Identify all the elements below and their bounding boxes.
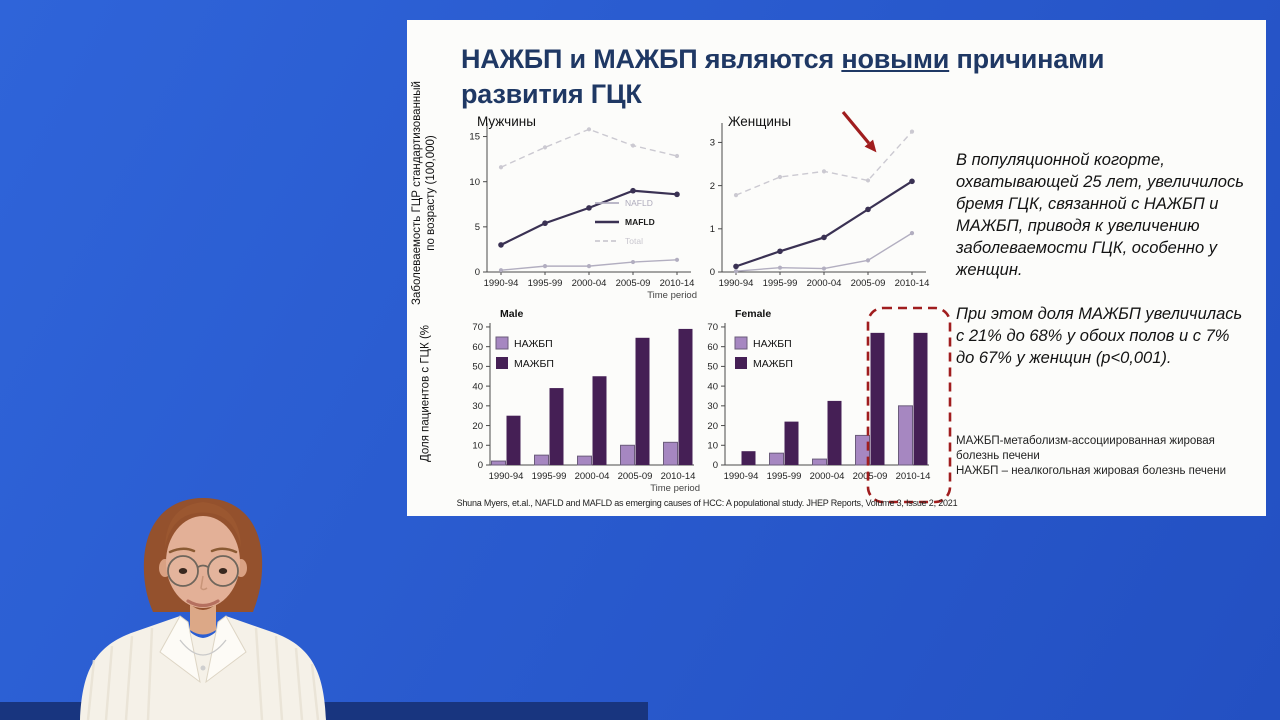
svg-text:2005-09: 2005-09 (853, 471, 888, 482)
svg-text:1995-99: 1995-99 (528, 278, 563, 289)
svg-text:40: 40 (707, 381, 718, 392)
svg-text:1995-99: 1995-99 (767, 471, 802, 482)
svg-text:Женщины: Женщины (728, 114, 791, 129)
slide-title-underlined: новыми (841, 44, 950, 74)
summary-paragraph-2: При этом доля МАЖБП увеличилась с 21% до… (956, 304, 1243, 367)
svg-text:2005-09: 2005-09 (851, 278, 886, 289)
svg-text:2000-04: 2000-04 (810, 471, 845, 482)
line-chart-men: 0 5 10 15 1990-94 1995-99 2000-04 2005-09 2010-1… (469, 114, 697, 301)
svg-text:Total: Total (625, 236, 643, 246)
svg-text:2010-14: 2010-14 (895, 278, 930, 289)
svg-text:1995-99: 1995-99 (532, 471, 567, 482)
svg-text:5: 5 (475, 222, 480, 233)
y-axis-label-incidence-line1: Заболеваемость ГЦР стандартизованный (411, 81, 423, 305)
slide-title: НАЖБП и МАЖБП являются новыми причинами … (461, 42, 1153, 112)
svg-text:2010-14: 2010-14 (660, 278, 695, 289)
svg-text:30: 30 (707, 401, 718, 412)
svg-text:1990-94: 1990-94 (484, 278, 519, 289)
presenter-webcam (80, 498, 326, 720)
svg-text:2005-09: 2005-09 (616, 278, 651, 289)
svg-text:15: 15 (469, 132, 480, 143)
svg-text:70: 70 (707, 322, 718, 333)
svg-text:0: 0 (478, 460, 483, 471)
svg-text:70: 70 (472, 322, 483, 333)
svg-text:40: 40 (472, 381, 483, 392)
svg-text:Male: Male (500, 308, 524, 320)
svg-text:20: 20 (707, 421, 718, 432)
summary-paragraph-1: В популяционной когорте, охватывающей 25… (956, 151, 1244, 279)
necklace-icon (179, 639, 227, 656)
svg-text:2000-04: 2000-04 (807, 278, 842, 289)
bar-chart-male: 0 10 20 30 40 50 60 70 1990-94 1995-99 2000-04 2005… (472, 308, 700, 494)
svg-text:2: 2 (710, 181, 715, 192)
svg-text:0: 0 (710, 267, 715, 278)
svg-text:1990-94: 1990-94 (724, 471, 759, 482)
svg-text:10: 10 (472, 440, 483, 451)
svg-text:20: 20 (472, 421, 483, 432)
svg-text:2010-14: 2010-14 (661, 471, 696, 482)
y-axis-label-incidence: Заболеваемость ГЦР стандартизованный по … (410, 53, 440, 333)
svg-text:60: 60 (472, 342, 483, 353)
svg-text:Time period: Time period (650, 483, 700, 494)
y-axis-label-incidence-line2: по возрасту (100,000) (425, 135, 438, 251)
presentation-slide: НАЖБП и МАЖБП являются новыми причинами … (407, 20, 1266, 516)
svg-text:0: 0 (475, 267, 480, 278)
svg-text:Мужчины: Мужчины (477, 114, 536, 129)
svg-text:60: 60 (707, 342, 718, 353)
svg-text:2000-04: 2000-04 (572, 278, 607, 289)
svg-text:2000-04: 2000-04 (575, 471, 610, 482)
svg-text:0: 0 (713, 460, 718, 471)
bar-chart-female: 0 10 20 30 40 50 60 70 1990-94 1995-99 2000-04 2005… (707, 306, 952, 504)
svg-text:НАЖБП: НАЖБП (753, 338, 792, 350)
svg-text:1990-94: 1990-94 (719, 278, 754, 289)
y-axis-label-proportion: Доля пациентов с ГЦК (% (419, 324, 432, 463)
svg-text:2010-14: 2010-14 (896, 471, 931, 482)
svg-text:1995-99: 1995-99 (763, 278, 798, 289)
svg-text:Time period: Time period (647, 290, 697, 301)
slide-title-pre: НАЖБП и МАЖБП являются (461, 44, 842, 74)
presenter-figure (80, 498, 326, 720)
svg-text:10: 10 (469, 177, 480, 188)
svg-text:10: 10 (707, 440, 718, 451)
svg-text:1990-94: 1990-94 (489, 471, 524, 482)
svg-text:3: 3 (710, 138, 715, 149)
footnote-mafld: МАЖБП-метаболизм-ассоциированная жировая… (956, 435, 1215, 462)
svg-text:50: 50 (472, 362, 483, 373)
summary-text: В популяционной когорте, охватывающей 25… (956, 150, 1252, 391)
svg-text:50: 50 (707, 362, 718, 373)
footnote-nafld: НАЖБП – неалкогольная жировая болезнь пе… (956, 464, 1227, 477)
svg-text:NAFLD: NAFLD (625, 198, 653, 208)
svg-text:MAFLD: MAFLD (625, 217, 655, 227)
svg-text:МАЖБП: МАЖБП (753, 358, 793, 370)
svg-text:1: 1 (710, 224, 715, 235)
svg-text:НАЖБП: НАЖБП (514, 338, 553, 350)
svg-text:2005-09: 2005-09 (618, 471, 653, 482)
svg-text:Female: Female (735, 308, 771, 320)
line-chart-women: 0 1 2 3 1990-94 1995-99 2000-04 2005-09 2010-14 Ж… (710, 110, 930, 289)
svg-text:МАЖБП: МАЖБП (514, 358, 554, 370)
abbreviation-footnotes: МАЖБП-метаболизм-ассоциированная жировая… (956, 434, 1258, 479)
svg-text:30: 30 (472, 401, 483, 412)
reference-citation: Shuna Myers, et.al., NAFLD and MAFLD as … (456, 498, 958, 508)
slide-title-post: причинами развития ГЦК (461, 44, 1105, 110)
